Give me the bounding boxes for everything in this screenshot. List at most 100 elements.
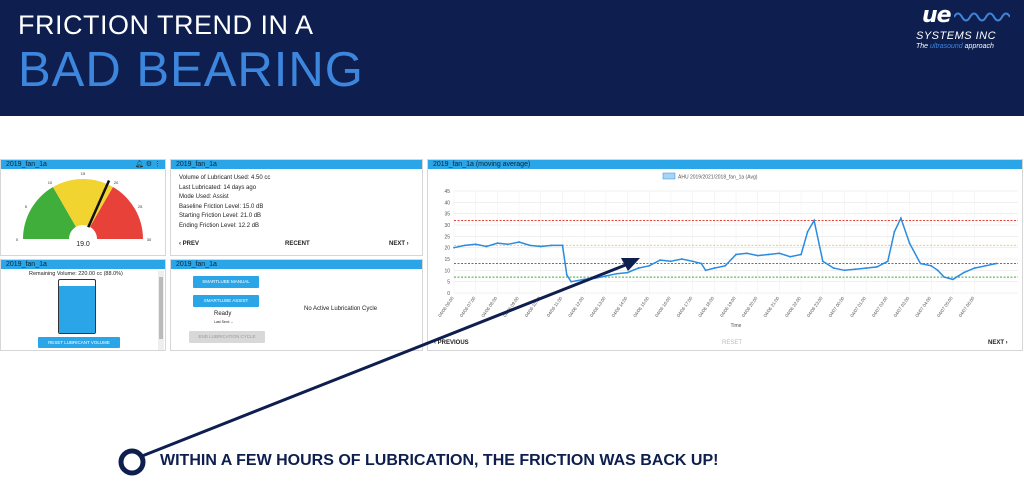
series-point — [691, 260, 694, 263]
remaining-volume: Remaining Volume: 220.00 cc (88.0%) — [29, 271, 123, 277]
gauge-panel-title: 2019_fan_1a — [6, 161, 47, 168]
info-panel-header: 2019_fan_1a — [171, 160, 422, 169]
logo-company: SYSTEMS INC — [916, 30, 997, 42]
series-point — [973, 267, 976, 269]
previous-button[interactable]: ‹ PREVIOUS — [434, 340, 469, 346]
series-point — [908, 242, 911, 245]
gauge-scale-label: 0 — [16, 237, 19, 242]
series-point — [952, 278, 954, 281]
slide-title-line1: FRICTION TREND IN A — [18, 10, 314, 40]
series-point — [806, 230, 809, 233]
x-tick-label: 04/06 20:00 — [741, 295, 759, 318]
x-tick-label: 04/06 06:00 — [437, 295, 455, 318]
chart-next-button[interactable]: NEXT › — [988, 340, 1008, 346]
panel-icons: 🔔︎ ⚙ ⋮ — [135, 160, 161, 169]
x-tick-label: 04/07 05:00 — [936, 295, 954, 318]
chart-panel-header: 2019_fan_1a (moving average) — [428, 160, 1022, 169]
series-point — [561, 244, 564, 247]
y-tick-label: 5 — [447, 280, 450, 286]
smartlube-assist-button[interactable]: SMARTLUBE ASSIST — [193, 295, 259, 307]
gauge-segment — [53, 179, 113, 227]
series-point — [539, 245, 542, 248]
y-tick-label: 10 — [444, 268, 450, 274]
series-point — [565, 273, 568, 276]
series-point — [893, 230, 896, 233]
scrollbar-thumb[interactable] — [159, 277, 163, 339]
series-point — [943, 276, 946, 279]
lubrication-info-panel: 2019_fan_1a Volume of Lubricant Used: 4.… — [170, 159, 423, 256]
lube-panel-title: 2019_fan_1a — [176, 261, 217, 268]
chart-reset-button[interactable]: RESET — [722, 340, 743, 346]
info-line: Last Lubricated: 14 days ago — [179, 184, 257, 191]
series-point — [800, 253, 802, 256]
gauge-segment — [23, 187, 76, 239]
y-tick-label: 20 — [444, 246, 450, 252]
gauge-scale-label: 5 — [25, 204, 28, 209]
x-tick-label: 04/06 23:00 — [806, 295, 824, 318]
gear-icon[interactable]: ⚙ — [145, 161, 153, 168]
series-point — [789, 255, 792, 258]
series-point — [704, 269, 707, 272]
y-tick-label: 15 — [444, 257, 450, 263]
x-tick-label: 04/07 03:00 — [893, 295, 911, 318]
info-line: Starting Friction Level: 21.0 dB — [179, 213, 262, 220]
series-point — [876, 266, 878, 268]
title-banner: FRICTION TREND IN A BAD BEARING ue SYSTE… — [0, 0, 1024, 116]
y-tick-label: 30 — [444, 223, 450, 229]
recent-button[interactable]: RECENT — [285, 241, 310, 247]
series-point — [670, 260, 672, 263]
series-point — [594, 277, 596, 280]
gauge-scale-label: 15 — [81, 171, 86, 176]
lubricant-level — [59, 286, 95, 333]
x-tick-label: 04/06 18:00 — [697, 295, 715, 318]
series-point — [899, 217, 902, 220]
scrollbar[interactable] — [158, 271, 164, 350]
series-point — [756, 254, 759, 257]
more-icon[interactable]: ⋮ — [154, 161, 161, 168]
smartlube-manual-button[interactable]: SMARTLUBE MANUAL — [193, 276, 259, 288]
series-point — [995, 262, 998, 265]
series-point — [604, 275, 607, 277]
series-point — [778, 252, 781, 255]
series-point — [570, 280, 573, 283]
series-line — [453, 216, 997, 283]
series-point — [962, 271, 965, 274]
series-point — [648, 264, 651, 267]
info-line: Ending Friction Level: 12.2 dB — [179, 222, 260, 229]
info-lines: Volume of Lubricant Used: 4.50 cc Last L… — [179, 174, 270, 232]
reset-lubricant-volume-button[interactable]: RESET LUBRICANT VOLUME — [38, 337, 120, 348]
series-point — [550, 244, 553, 247]
series-point — [474, 243, 477, 246]
bell-icon[interactable]: 🔔︎ — [134, 161, 144, 168]
series-point — [821, 260, 824, 263]
series-point — [930, 264, 933, 267]
series-point — [854, 268, 857, 271]
series-point — [886, 260, 889, 263]
series-point — [529, 244, 531, 247]
friction-chart-panel: 2019_fan_1a (moving average) AHU 2019/20… — [427, 159, 1023, 351]
series-point — [767, 253, 770, 256]
smartlube-panel: 2019_fan_1a SMARTLUBE MANUAL SMARTLUBE A… — [170, 259, 423, 351]
x-tick-label: 04/06 13:00 — [589, 295, 607, 318]
series-point — [713, 267, 716, 269]
x-tick-label: 04/07 06:00 — [958, 295, 976, 318]
callout-text: WITHIN A FEW HOURS OF LUBRICATION, THE F… — [160, 452, 719, 469]
series-point — [659, 259, 661, 262]
x-tick-label: 04/06 12:00 — [567, 295, 585, 318]
next-button[interactable]: NEXT › — [389, 241, 409, 247]
series-point — [936, 269, 939, 272]
friction-gauge: 0 5 10 15 20 25 30 19.0 — [16, 171, 152, 252]
y-tick-label: 25 — [444, 234, 450, 240]
x-tick-label: 04/06 11:00 — [546, 295, 564, 317]
x-tick-label: 04/06 15:00 — [632, 295, 650, 318]
gauge-scale-label: 30 — [147, 237, 152, 242]
lubricant-container — [58, 279, 96, 334]
end-lubrication-cycle-button[interactable]: END LUBRICATION CYCLE — [189, 331, 265, 343]
x-tick-label: 04/07 04:00 — [914, 295, 932, 318]
series-point — [735, 253, 737, 256]
x-tick-label: 04/07 00:00 — [828, 295, 846, 318]
prev-button[interactable]: ‹ PREV — [179, 241, 200, 247]
series-point — [453, 246, 455, 249]
x-tick-label: 04/07 01:00 — [849, 295, 867, 318]
legend-swatch — [662, 172, 676, 180]
